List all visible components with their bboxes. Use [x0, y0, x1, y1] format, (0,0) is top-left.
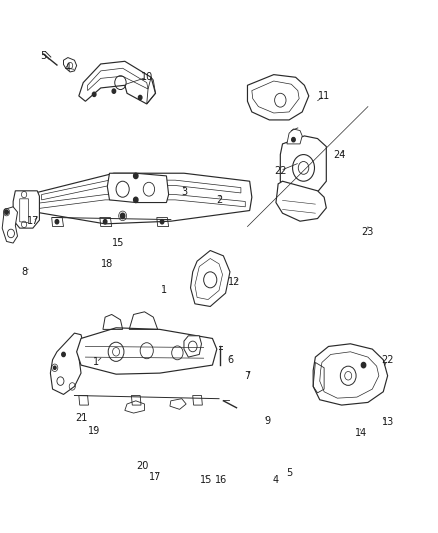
Circle shape	[160, 220, 164, 224]
Circle shape	[138, 95, 142, 100]
Polygon shape	[2, 207, 18, 243]
Circle shape	[53, 366, 56, 369]
Text: 9: 9	[264, 416, 270, 426]
Text: 4: 4	[65, 63, 71, 73]
Text: 4: 4	[273, 475, 279, 484]
Text: 22: 22	[274, 166, 286, 175]
Text: 23: 23	[362, 227, 374, 237]
Text: 17: 17	[149, 472, 162, 481]
Polygon shape	[247, 75, 309, 120]
Circle shape	[62, 352, 65, 357]
Circle shape	[134, 173, 138, 179]
Text: 10: 10	[141, 72, 153, 82]
Text: 13: 13	[381, 417, 394, 427]
Circle shape	[120, 213, 125, 219]
Text: 18: 18	[101, 259, 113, 269]
Polygon shape	[191, 251, 230, 306]
Text: 21: 21	[75, 414, 87, 423]
Text: 20: 20	[136, 462, 148, 471]
Polygon shape	[280, 136, 326, 195]
Text: 8: 8	[21, 267, 27, 277]
Text: 5: 5	[41, 51, 47, 61]
Text: 3: 3	[181, 187, 187, 197]
Circle shape	[361, 362, 366, 368]
Polygon shape	[13, 191, 39, 228]
Circle shape	[92, 92, 96, 96]
Polygon shape	[107, 173, 169, 203]
Polygon shape	[79, 61, 155, 104]
Text: 5: 5	[286, 469, 292, 478]
Polygon shape	[276, 181, 326, 221]
Text: 17: 17	[27, 216, 39, 226]
Polygon shape	[18, 173, 252, 224]
Text: 15: 15	[200, 475, 212, 484]
Polygon shape	[184, 336, 201, 357]
Polygon shape	[313, 344, 388, 405]
Circle shape	[134, 197, 138, 203]
Text: 7: 7	[244, 371, 251, 381]
Text: 16: 16	[215, 475, 227, 484]
Text: 6: 6	[227, 355, 233, 365]
Circle shape	[5, 210, 8, 214]
Polygon shape	[50, 333, 83, 394]
Circle shape	[292, 138, 295, 142]
Text: 1: 1	[161, 286, 167, 295]
Circle shape	[103, 220, 107, 224]
Polygon shape	[287, 129, 302, 144]
Text: 22: 22	[381, 355, 394, 365]
Text: 2: 2	[216, 195, 222, 205]
Polygon shape	[77, 328, 217, 374]
Text: 24: 24	[333, 150, 346, 159]
Text: 15: 15	[112, 238, 124, 247]
Text: 11: 11	[318, 91, 330, 101]
Text: 19: 19	[88, 426, 100, 435]
Circle shape	[112, 89, 116, 93]
Text: 1: 1	[93, 358, 99, 367]
Text: 14: 14	[355, 428, 367, 438]
Text: 12: 12	[228, 278, 240, 287]
Circle shape	[55, 220, 59, 224]
